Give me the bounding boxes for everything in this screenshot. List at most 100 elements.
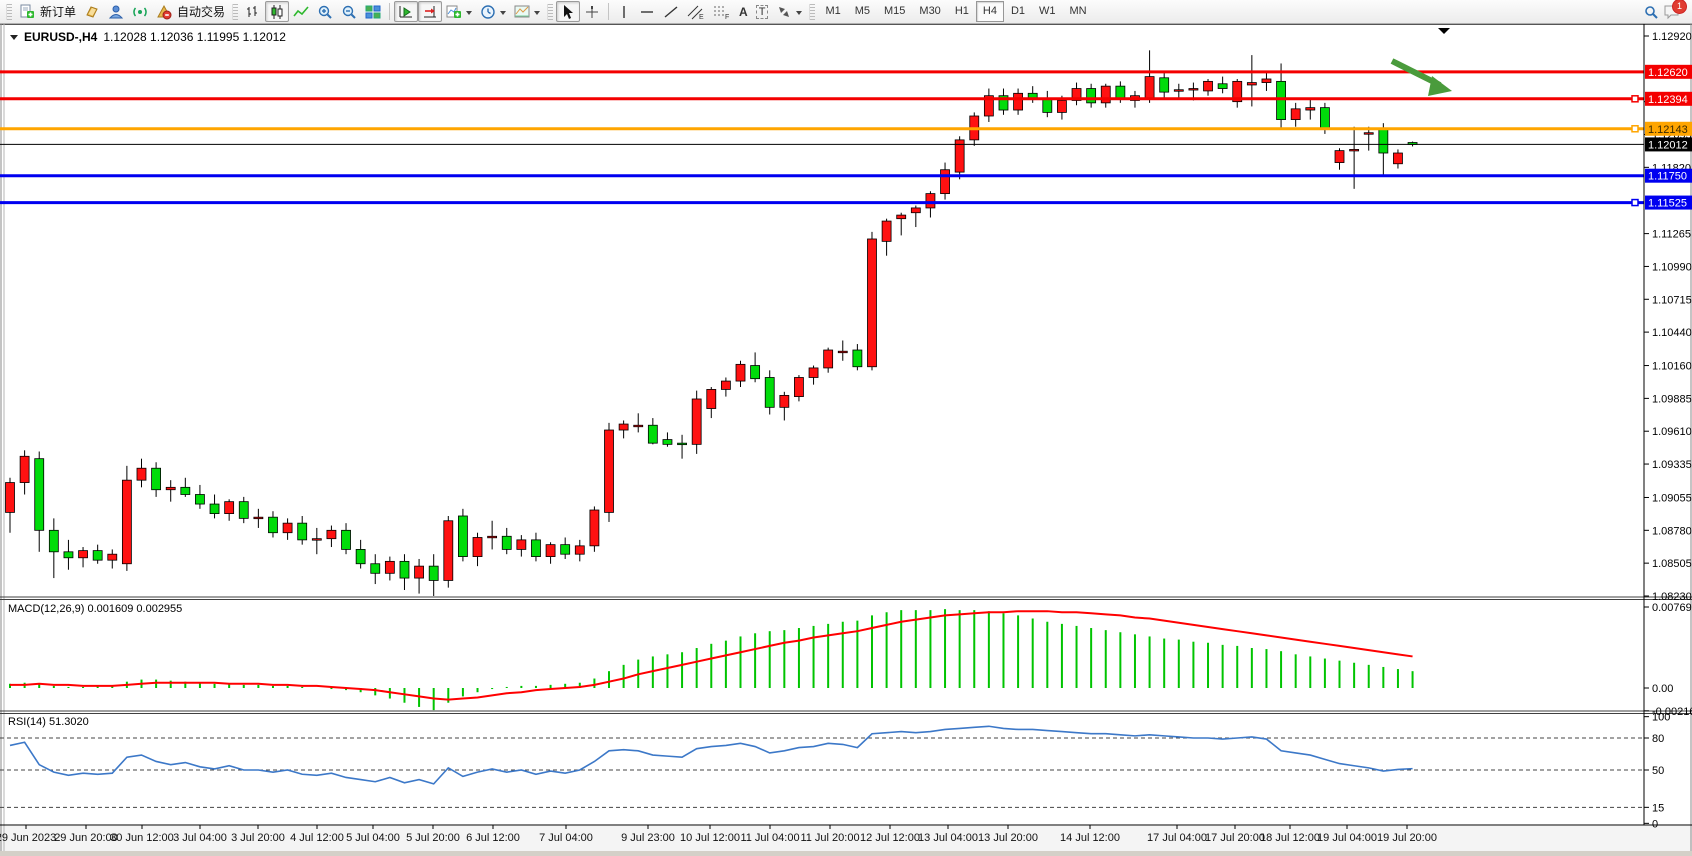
new-order-icon <box>19 4 35 20</box>
chart-shift-marker[interactable] <box>1438 28 1450 34</box>
horizontal-line-icon <box>639 4 655 20</box>
dropdown-caret-icon <box>796 11 803 18</box>
text-tool[interactable]: A <box>735 1 752 22</box>
bar-chart-type-button[interactable] <box>241 1 265 22</box>
hline-handle-1.12394[interactable] <box>1631 95 1639 103</box>
price-axis[interactable]: 1.123701.120951.129201.118201.112651.109… <box>1643 24 1692 830</box>
timeframe-h1[interactable]: H1 <box>954 5 969 17</box>
market-watch-button[interactable] <box>80 1 104 22</box>
svg-text:F: F <box>725 14 729 20</box>
new-order-button[interactable]: 新订单 <box>15 1 80 22</box>
timeframe-m30[interactable]: M30 <box>919 5 941 17</box>
rsi-axis-label: 15 <box>1652 802 1664 814</box>
profile-button[interactable] <box>104 1 128 22</box>
time-axis-strip <box>0 826 1692 852</box>
signal-button[interactable] <box>128 1 152 22</box>
trendline-icon <box>663 4 679 20</box>
time-label: 19 Jul 20:00 <box>1377 832 1437 844</box>
time-label: 30 Jun 12:00 <box>110 832 174 844</box>
timeframe-h4[interactable]: H4 <box>975 1 1004 22</box>
toolbar-grip[interactable] <box>547 3 554 20</box>
cursor-arrow-icon <box>560 4 576 20</box>
price-label-1.12143: 1.12143 <box>1648 124 1688 136</box>
label-tool[interactable]: T <box>752 1 773 22</box>
rsi-axis-label: 50 <box>1652 765 1664 777</box>
label-tool-icon: T <box>755 4 769 19</box>
templates-button[interactable] <box>510 1 544 22</box>
macd-pane <box>9 609 1414 711</box>
search-icon <box>1643 4 1659 20</box>
time-label: 11 Jul 20:00 <box>800 832 859 844</box>
time-label: 5 Jul 04:00 <box>346 832 400 844</box>
toolbar: 新订单 自动交易 <box>0 0 1692 24</box>
price-label-box-1.11750 <box>1645 168 1692 183</box>
vertical-line-tool[interactable] <box>613 1 635 22</box>
clock-icon <box>480 4 496 20</box>
tile-windows-button[interactable] <box>361 1 385 22</box>
price-label-1.11750: 1.11750 <box>1648 171 1687 183</box>
fibonacci-tool[interactable]: F <box>709 1 735 22</box>
chart-canvas[interactable]: 1.123701.120951.129201.118201.112651.109… <box>0 24 1692 852</box>
chat-badge: 1 <box>1672 0 1687 14</box>
candlestick-icon <box>269 4 285 20</box>
time-label: 13 Jul 04:00 <box>918 832 978 844</box>
timeframe-m1[interactable]: M1 <box>825 5 841 17</box>
toolbar-grip[interactable] <box>6 3 12 20</box>
hline-handle-1.12143[interactable] <box>1631 125 1639 133</box>
price-tick: 1.10990 <box>1652 261 1692 273</box>
indicators-button[interactable] <box>442 1 476 22</box>
autotrade-label: 自动交易 <box>177 5 226 19</box>
price-label-1.12620: 1.12620 <box>1648 67 1688 79</box>
trendline-tool[interactable] <box>659 1 683 22</box>
timeframe-mn[interactable]: MN <box>1069 5 1087 17</box>
timeframe-m15[interactable]: M15 <box>884 5 906 17</box>
auto-scroll-button[interactable] <box>394 1 419 22</box>
chart-background <box>0 24 1692 851</box>
rsi-axis-label: 80 <box>1652 733 1664 745</box>
toolbar-grip[interactable] <box>232 3 239 20</box>
periods-button[interactable] <box>476 1 510 22</box>
time-label: 12 Jul 12:00 <box>860 832 920 844</box>
autotrade-button[interactable]: 自动交易 <box>152 1 229 22</box>
toolbar-grip[interactable] <box>809 3 816 20</box>
chart-window: 1.123701.120951.129201.118201.112651.109… <box>0 24 1692 852</box>
rsi-pane <box>0 725 1644 808</box>
gold-tag-icon <box>84 4 100 20</box>
timeframe-bar: M1 M5 M15 M30 H1 H4 D1 W1 MN <box>818 1 1093 22</box>
time-label: 17 Jul 04:00 <box>1147 832 1207 844</box>
horizontal-line-tool[interactable] <box>635 1 659 22</box>
time-label: 18 Jul 12:00 <box>1260 832 1320 844</box>
search-button[interactable] <box>1639 1 1663 22</box>
line-chart-type-button[interactable] <box>289 1 313 22</box>
price-label-1.12394: 1.12394 <box>1648 94 1688 106</box>
dropdown-caret-icon <box>534 11 541 18</box>
candlestick-type-button[interactable] <box>265 1 290 22</box>
price-label-box-1.12394 <box>1645 91 1692 106</box>
timeframe-d1[interactable]: D1 <box>1010 5 1025 17</box>
time-label: 14 Jul 12:00 <box>1060 832 1120 844</box>
zoom-in-button[interactable] <box>313 1 337 22</box>
line-chart-icon <box>293 4 309 20</box>
time-label: 7 Jul 04:00 <box>539 832 593 844</box>
hline-handle-1.11525[interactable] <box>1631 198 1639 207</box>
arrows-tool[interactable] <box>772 1 806 22</box>
price-tick: 1.09335 <box>1652 459 1692 471</box>
time-label: 3 Jul 20:00 <box>231 832 285 844</box>
equidistant-channel-tool[interactable]: E <box>683 1 709 22</box>
crosshair-button[interactable] <box>580 1 604 22</box>
person-chart-icon <box>108 4 124 20</box>
trend-arrow-annotation[interactable] <box>1390 58 1452 96</box>
auto-scroll-icon <box>398 4 414 20</box>
price-label-box-1.12620 <box>1645 64 1692 79</box>
cursor-button[interactable] <box>556 1 581 22</box>
new-order-label: 新订单 <box>40 5 77 19</box>
price-tick: 1.11265 <box>1652 229 1691 241</box>
chat-button[interactable]: 1 <box>1663 0 1687 20</box>
zoom-out-button[interactable] <box>337 1 361 22</box>
price-tick: 1.08780 <box>1652 525 1692 537</box>
time-label: 4 Jul 12:00 <box>290 832 344 844</box>
chart-shift-button[interactable] <box>418 1 443 22</box>
timeframe-m5[interactable]: M5 <box>854 5 870 17</box>
timeframe-w1[interactable]: W1 <box>1039 5 1056 17</box>
